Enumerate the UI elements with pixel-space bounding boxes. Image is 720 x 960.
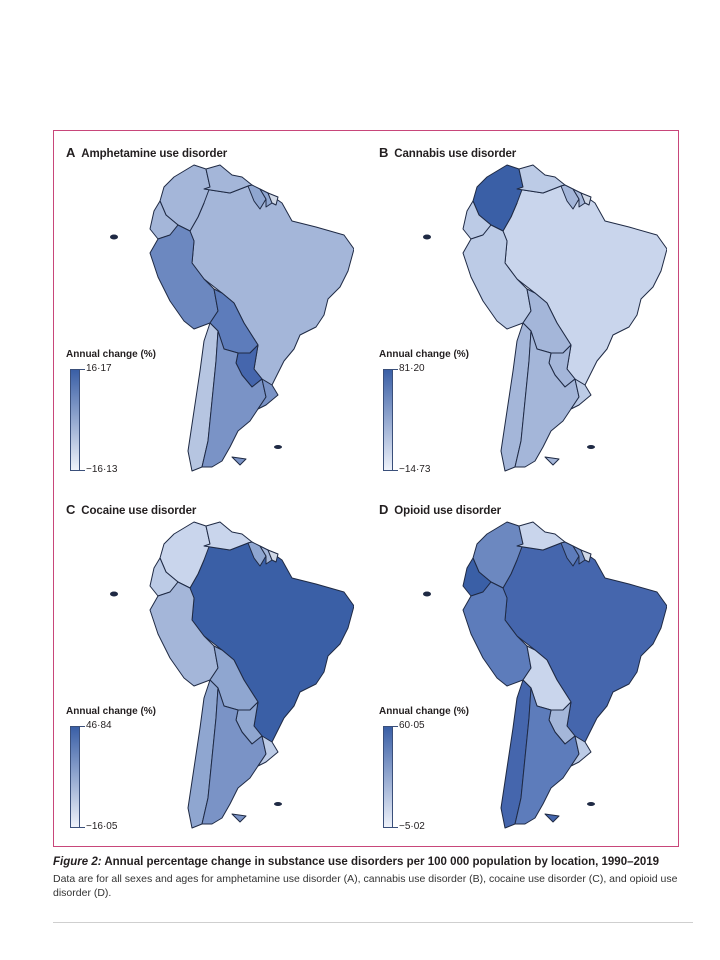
caption-title: Figure 2: Annual percentage change in su… [53, 855, 679, 870]
legend: Annual change (%) 60·05 −5·02 [379, 706, 499, 836]
country-uruguay [257, 735, 279, 767]
country-fr-guiana [580, 549, 592, 563]
galapagos-islands [423, 591, 431, 597]
legend-color-bar [383, 369, 393, 471]
panel-title-text: Cocaine use disorder [81, 505, 197, 517]
caption-title-text: Annual percentage change in substance us… [101, 856, 660, 868]
legend: Annual change (%) 81·20 −14·73 [379, 349, 499, 479]
country-uruguay [570, 735, 592, 767]
legend: Annual change (%) 46·84 −16·05 [66, 706, 186, 836]
caption-text: Data are for all sexes and ages for amph… [53, 873, 678, 899]
legend-tick-min [80, 470, 85, 471]
legend-tick-max [393, 726, 398, 727]
legend-title: Annual change (%) [379, 706, 470, 717]
south-america-map [110, 521, 354, 829]
country-suriname [572, 545, 586, 565]
country-argentina [514, 687, 580, 825]
panel-title: A Amphetamine use disorder [66, 145, 227, 160]
figure-caption: Figure 2: Annual percentage change in su… [53, 855, 679, 900]
legend-tick-min [393, 470, 398, 471]
legend-max-value: 81·20 [399, 363, 425, 374]
panel-title-text: Cannabis use disorder [394, 148, 517, 160]
country-fr-guiana [267, 549, 279, 563]
panel-letter: C [66, 502, 76, 517]
legend-min-value: −16·05 [86, 821, 118, 832]
legend-title: Annual change (%) [379, 349, 470, 360]
falkland-islands [587, 802, 595, 806]
galapagos-islands [110, 234, 118, 240]
galapagos-islands [110, 591, 118, 597]
south-america-map [110, 164, 354, 472]
country-fr-guiana [267, 192, 279, 206]
country-islands [544, 456, 560, 466]
panel-d: D Opioid use disorder Annual change (%) 6… [367, 488, 667, 833]
south-america-map [423, 164, 667, 472]
country-suriname [572, 188, 586, 208]
legend: Annual change (%) 16·17 −16·13 [66, 349, 186, 479]
panel-c: C Cocaine use disorder Annual change (%) … [54, 488, 354, 833]
legend-title: Annual change (%) [66, 349, 157, 360]
panel-title-text: Opioid use disorder [394, 505, 502, 517]
country-islands [231, 813, 247, 823]
legend-color-bar [70, 726, 80, 828]
legend-tick-max [80, 726, 85, 727]
figure-frame: A Amphetamine use disorder Annual change … [53, 130, 679, 847]
country-uruguay [570, 378, 592, 410]
panel-a: A Amphetamine use disorder Annual change … [54, 131, 354, 476]
panel-title: D Opioid use disorder [379, 502, 501, 517]
legend-max-value: 46·84 [86, 720, 112, 731]
legend-max-value: 60·05 [399, 720, 425, 731]
legend-min-value: −16·13 [86, 464, 118, 475]
falkland-islands [274, 445, 282, 449]
legend-min-value: −5·02 [399, 821, 425, 832]
panel-letter: D [379, 502, 389, 517]
south-america-map [423, 521, 667, 829]
country-suriname [259, 188, 273, 208]
legend-max-value: 16·17 [86, 363, 112, 374]
panel-title: B Cannabis use disorder [379, 145, 516, 160]
country-islands [544, 813, 560, 823]
panel-title-text: Amphetamine use disorder [81, 148, 228, 160]
legend-tick-max [80, 369, 85, 370]
legend-title: Annual change (%) [66, 706, 157, 717]
country-argentina [201, 687, 267, 825]
panel-title: C Cocaine use disorder [66, 502, 196, 517]
country-uruguay [257, 378, 279, 410]
galapagos-islands [423, 234, 431, 240]
country-islands [231, 456, 247, 466]
panel-letter: B [379, 145, 389, 160]
legend-color-bar [70, 369, 80, 471]
legend-tick-min [393, 827, 398, 828]
legend-color-bar [383, 726, 393, 828]
country-suriname [259, 545, 273, 565]
country-argentina [201, 330, 267, 468]
legend-min-value: −14·73 [399, 464, 431, 475]
caption-rule [53, 922, 693, 923]
falkland-islands [274, 802, 282, 806]
falkland-islands [587, 445, 595, 449]
legend-tick-min [80, 827, 85, 828]
figure-label: Figure 2: [53, 856, 102, 868]
country-argentina [514, 330, 580, 468]
panel-letter: A [66, 145, 76, 160]
panel-b: B Cannabis use disorder Annual change (%)… [367, 131, 667, 476]
legend-tick-max [393, 369, 398, 370]
country-fr-guiana [580, 192, 592, 206]
